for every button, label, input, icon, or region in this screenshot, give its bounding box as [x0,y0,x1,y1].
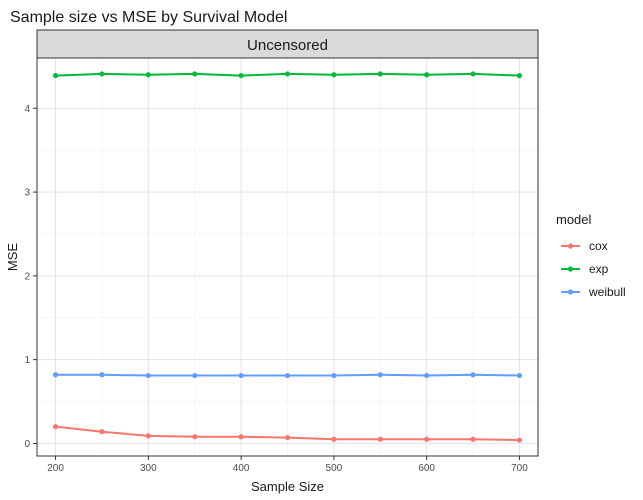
facet-strip [36,29,539,59]
data-point-exp [99,71,105,77]
y-tick-label: 4 [24,104,30,115]
data-point-exp [424,72,430,78]
data-point-exp [145,72,151,78]
data-point-weibull [52,372,59,378]
panel-border [36,57,539,457]
data-point-exp [284,71,291,77]
series-layer [52,71,523,443]
data-point-weibull [377,372,383,378]
legend: model cox exp weibull [556,212,626,299]
data-point-cox [192,434,198,440]
legend-label-weibull: weibull [588,285,626,299]
data-point-cox [470,436,476,442]
data-point-cox [424,436,430,442]
y-axis-title: MSE [5,243,20,272]
data-point-weibull [331,372,337,379]
data-point-cox [52,424,59,430]
data-point-weibull [192,372,198,379]
x-tick-label: 300 [140,463,157,474]
data-point-cox [145,433,151,439]
data-point-cox [331,436,337,442]
grid-lines [37,58,538,456]
facet-label: Uncensored [247,37,328,54]
data-point-exp [516,72,523,79]
data-point-weibull [470,372,476,378]
x-tick-label: 600 [418,463,435,474]
data-point-weibull [424,372,430,379]
y-tick-label: 0 [24,439,30,450]
data-point-cox [238,434,244,440]
y-tick-label: 1 [24,355,30,366]
chart-title: Sample size vs MSE by Survival Model [10,9,287,26]
legend-key-point-exp [567,266,574,272]
x-tick-label: 200 [47,463,64,474]
data-point-weibull [516,372,523,379]
data-point-exp [238,72,244,79]
legend-key-point-cox [567,243,574,249]
data-point-weibull [145,372,151,379]
x-tick-label: 500 [326,463,343,474]
legend-label-cox: cox [589,239,608,253]
y-tick-label: 2 [24,271,30,282]
legend-key-point-weibull [567,289,574,295]
x-tick-label: 400 [233,463,250,474]
axis-layer: 200 300 400 500 600 700 0 1 2 3 4 [24,104,528,474]
data-point-weibull [284,372,291,379]
data-point-exp [377,71,383,77]
data-point-exp [331,72,337,78]
data-point-cox [516,437,523,443]
x-tick-label: 700 [511,463,528,474]
data-point-cox [377,436,383,442]
legend-title: model [556,212,592,227]
x-axis-title: Sample Size [251,479,324,494]
data-point-cox [99,429,105,435]
data-point-weibull [238,372,244,379]
data-point-exp [470,71,476,77]
data-point-exp [52,72,59,79]
legend-label-exp: exp [589,262,609,276]
y-tick-label: 3 [24,188,30,199]
data-point-exp [192,71,198,77]
data-point-cox [284,434,291,441]
data-point-weibull [99,372,105,378]
